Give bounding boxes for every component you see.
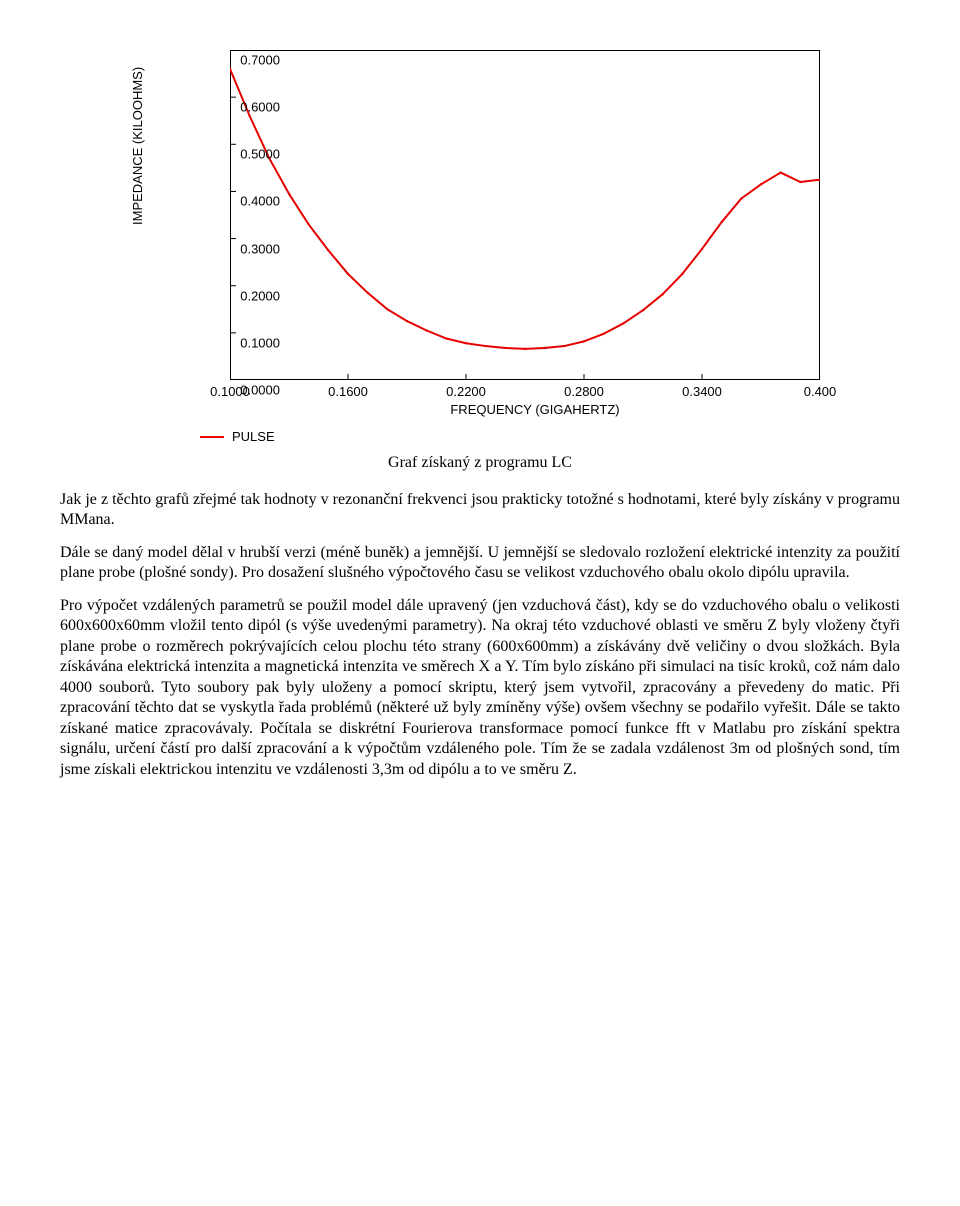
x-axis-title: FREQUENCY (GIGAHERTZ) bbox=[230, 402, 840, 417]
y-tick-label: 0.7000 bbox=[225, 53, 280, 68]
legend: PULSE bbox=[200, 429, 840, 444]
legend-swatch bbox=[200, 436, 224, 438]
paragraph-2: Dále se daný model dělal v hrubší verzi … bbox=[60, 543, 900, 584]
x-tick-label: 0.2800 bbox=[564, 384, 604, 399]
chart-caption: Graf získaný z programu LC bbox=[60, 454, 900, 472]
y-axis-title: IMPEDANCE (KILOOHMS) bbox=[130, 67, 145, 225]
impedance-chart: IMPEDANCE (KILOOHMS) 0.00000.10000.20000… bbox=[120, 50, 840, 444]
plot-area: 0.00000.10000.20000.30000.40000.50000.60… bbox=[230, 50, 840, 380]
legend-label: PULSE bbox=[232, 429, 275, 444]
y-tick-label: 0.3000 bbox=[225, 241, 280, 256]
y-tick-label: 0.1000 bbox=[225, 335, 280, 350]
paragraph-3: Pro výpočet vzdálených parametrů se použ… bbox=[60, 596, 900, 780]
y-tick-label: 0.2000 bbox=[225, 288, 280, 303]
paragraph-1: Jak je z těchto grafů zřejmé tak hodnoty… bbox=[60, 490, 900, 531]
y-tick-label: 0.6000 bbox=[225, 100, 280, 115]
y-tick-label: 0.5000 bbox=[225, 147, 280, 162]
x-tick-label: 0.400 bbox=[804, 384, 837, 399]
plot-svg bbox=[230, 50, 820, 380]
body-text: Jak je z těchto grafů zřejmé tak hodnoty… bbox=[60, 490, 900, 780]
y-tick-label: 0.4000 bbox=[225, 194, 280, 209]
x-tick-label: 0.1600 bbox=[328, 384, 368, 399]
x-tick-label: 0.2200 bbox=[446, 384, 486, 399]
x-tick-label: 0.3400 bbox=[682, 384, 722, 399]
x-tick-label: 0.1000 bbox=[210, 384, 250, 399]
